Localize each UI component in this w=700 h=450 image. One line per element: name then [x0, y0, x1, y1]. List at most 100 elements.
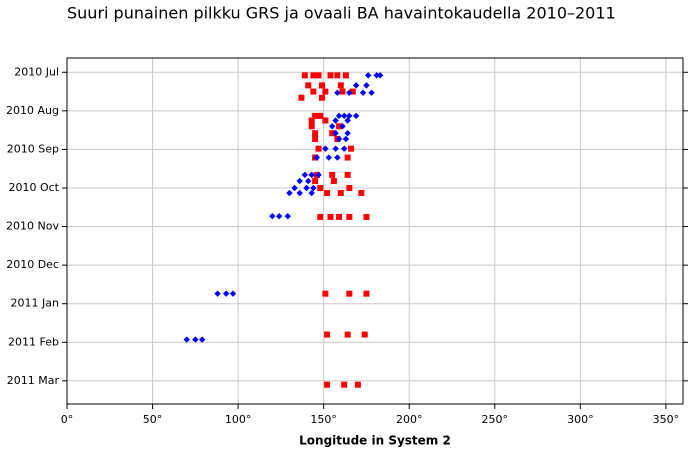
y-tick-label: 2011 Mar: [7, 374, 60, 387]
plot-frame: [66, 57, 684, 405]
ba-point: [313, 154, 321, 161]
ba-point: [310, 184, 317, 192]
x-axis-label: Longitude in System 2: [299, 434, 451, 448]
grs-point: [348, 145, 355, 152]
x-tick-label: 150°: [310, 413, 337, 426]
grs-point: [322, 290, 329, 297]
grs-point: [327, 72, 334, 79]
y-tick-label: 2011 Jan: [11, 297, 59, 310]
grs-point: [344, 331, 351, 338]
grs-point: [324, 190, 331, 197]
ba-point: [329, 123, 336, 130]
x-tick-label: 350°: [653, 413, 680, 426]
grs-point: [298, 94, 305, 101]
x-tick-label: 300°: [567, 413, 594, 426]
grs-point: [312, 178, 319, 185]
ba-point: [301, 171, 309, 179]
ba-point: [352, 82, 360, 89]
ba-point: [291, 184, 298, 192]
y-tick-label: 2011 Feb: [8, 335, 59, 348]
grs-point: [329, 171, 336, 178]
ba-point: [308, 171, 315, 179]
grs-point: [322, 88, 329, 95]
grs-point: [346, 290, 353, 297]
x-tick-label: 250°: [482, 413, 509, 426]
ba-point: [363, 82, 370, 89]
ba-point: [332, 117, 339, 124]
x-tick-label: 0°: [61, 413, 74, 426]
ba-point: [305, 177, 312, 185]
grs-point: [334, 72, 341, 79]
grs-point: [344, 154, 351, 161]
grs-point: [310, 88, 317, 95]
ba-point: [198, 336, 206, 343]
grs-point: [336, 123, 343, 130]
y-tick-label: 2010 Jul: [14, 65, 59, 78]
grs-point: [336, 213, 343, 220]
grs-point: [301, 72, 308, 79]
ba-point: [284, 212, 291, 220]
grs-point: [315, 72, 322, 79]
ba-point: [183, 336, 190, 343]
ba-point: [334, 154, 341, 161]
y-tick-label: 2010 Dec: [6, 258, 59, 271]
grs-point: [308, 123, 315, 130]
chart-title: Suuri punainen pilkku GRS ja ovaali BA h…: [67, 4, 616, 23]
grs-point: [322, 117, 329, 124]
ba-point: [334, 89, 341, 96]
grs-point: [349, 88, 356, 95]
ba-point: [286, 189, 293, 197]
ba-point: [303, 184, 310, 192]
ba-point: [322, 145, 329, 152]
ba-point: [376, 72, 384, 79]
grs-point: [310, 72, 317, 79]
grs-point: [337, 82, 344, 89]
grs-point: [312, 130, 319, 137]
grs-point: [329, 130, 336, 137]
grs-point: [344, 171, 351, 178]
x-tick-label: 100°: [225, 413, 252, 426]
y-tick-label: 2010 Nov: [6, 220, 59, 233]
ba-point: [368, 89, 375, 96]
grs-point: [363, 213, 370, 220]
x-tick-label: 200°: [396, 413, 423, 426]
ba-point: [352, 112, 360, 120]
ba-point: [364, 72, 372, 79]
ba-point: [229, 290, 237, 297]
grs-point: [354, 381, 361, 388]
grs-point: [305, 82, 312, 89]
grs-point: [339, 88, 346, 95]
ba-point: [269, 212, 276, 220]
grs-point: [312, 136, 319, 143]
grs-point: [346, 184, 353, 191]
grs-point: [318, 94, 325, 101]
grs-point: [346, 213, 353, 220]
ba-point: [344, 130, 351, 137]
ba-point: [342, 135, 350, 143]
grs-point: [318, 82, 325, 89]
grs-point: [308, 117, 315, 124]
ba-point: [339, 123, 346, 130]
ba-point: [332, 145, 339, 152]
y-tick-label: 2010 Aug: [6, 104, 59, 117]
grs-point: [317, 184, 324, 191]
ba-point: [346, 89, 353, 96]
grs-point: [324, 331, 331, 338]
y-tick-label: 2010 Sep: [7, 142, 59, 155]
ba-point: [325, 154, 332, 161]
grs-point: [327, 213, 334, 220]
grs-point: [337, 190, 344, 197]
grs-point: [312, 112, 319, 119]
ba-point: [296, 189, 303, 197]
x-tick-label: 50°: [143, 413, 163, 426]
y-tick-label: 2010 Oct: [8, 181, 59, 194]
ba-point: [222, 290, 230, 297]
grs-point: [342, 72, 349, 79]
ba-point: [315, 171, 322, 179]
ba-point: [359, 89, 367, 96]
ba-point: [335, 112, 343, 120]
ba-point: [341, 145, 348, 152]
ba-point: [192, 336, 199, 343]
ba-point: [296, 177, 303, 185]
